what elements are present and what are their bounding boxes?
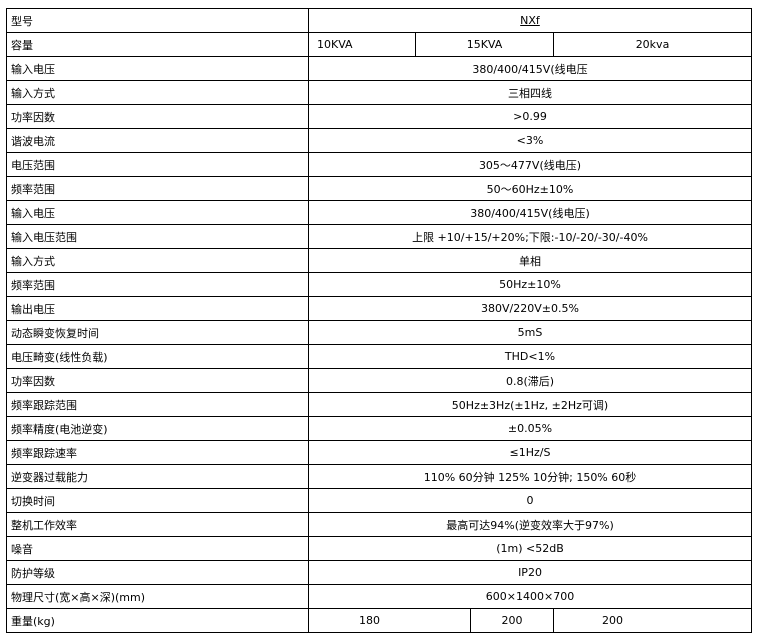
spec-value: 5mS xyxy=(308,320,752,345)
spec-label: 频率跟踪速率 xyxy=(6,440,309,465)
table-row: 功率因数 >0.99 xyxy=(6,104,752,129)
spec-label: 谐波电流 xyxy=(6,128,309,153)
spec-value: IP20 xyxy=(308,560,752,585)
spec-value: 50～60Hz±10% xyxy=(308,176,752,201)
spec-value: >0.99 xyxy=(308,104,752,129)
spec-label: 防护等级 xyxy=(6,560,309,585)
spec-label: 功率因数 xyxy=(6,368,309,393)
table-row: 频率精度(电池逆变) ±0.05% xyxy=(6,416,752,441)
spec-label: 输入方式 xyxy=(6,248,309,273)
spec-value: 上限 +10/+15/+20%;下限:-10/-20/-30/-40% xyxy=(308,224,752,249)
table-row: 谐波电流 <3% xyxy=(6,128,752,153)
table-row: 频率范围 50Hz±10% xyxy=(6,272,752,297)
spec-label: 频率跟踪范围 xyxy=(6,392,309,417)
spec-value: 15KVA xyxy=(415,32,554,57)
table-row: 输入电压 380/400/415V(线电压) xyxy=(6,200,752,225)
spec-value: 50Hz±10% xyxy=(308,272,752,297)
spec-value: 0.8(滞后) xyxy=(308,368,752,393)
spec-value: 最高可达94%(逆变效率大于97%) xyxy=(308,512,752,537)
spec-label: 型号 xyxy=(6,8,309,33)
table-row: 防护等级 IP20 xyxy=(6,560,752,585)
table-row: 整机工作效率 最高可达94%(逆变效率大于97%) xyxy=(6,512,752,537)
spec-value: 380/400/415V(线电压 xyxy=(308,56,752,81)
table-row: 频率跟踪范围 50Hz±3Hz(±1Hz, ±2Hz可调) xyxy=(6,392,752,417)
table-row: 容量 10KVA 15KVA 20kva xyxy=(6,32,752,57)
table-row: 输出电压 380V/220V±0.5% xyxy=(6,296,752,321)
table-row: 物理尺寸(宽×高×深)(mm) 600×1400×700 xyxy=(6,584,752,609)
spec-label: 功率因数 xyxy=(6,104,309,129)
spec-label: 电压范围 xyxy=(6,152,309,177)
spec-label: 噪音 xyxy=(6,536,309,561)
table-row: 输入方式 三相四线 xyxy=(6,80,752,105)
spec-value: 200 xyxy=(553,608,752,633)
spec-value: 600×1400×700 xyxy=(308,584,752,609)
spec-value: 180 xyxy=(308,608,471,633)
table-row: 电压畸变(线性负载) THD<1% xyxy=(6,344,752,369)
table-row: 输入电压范围 上限 +10/+15/+20%;下限:-10/-20/-30/-40… xyxy=(6,224,752,249)
table-row: 动态瞬变恢复时间 5mS xyxy=(6,320,752,345)
table-row: 频率范围 50～60Hz±10% xyxy=(6,176,752,201)
spec-label: 整机工作效率 xyxy=(6,512,309,537)
spec-value: 20kva xyxy=(553,32,752,57)
table-row: 逆变器过载能力 110% 60分钟 125% 10分钟; 150% 60秒 xyxy=(6,464,752,489)
spec-label: 电压畸变(线性负载) xyxy=(6,344,309,369)
spec-label: 输入方式 xyxy=(6,80,309,105)
table-row: 电压范围 305～477V(线电压) xyxy=(6,152,752,177)
spec-value: 10KVA xyxy=(308,32,416,57)
table-row: 功率因数 0.8(滞后) xyxy=(6,368,752,393)
spec-label: 动态瞬变恢复时间 xyxy=(6,320,309,345)
spec-value: 380/400/415V(线电压) xyxy=(308,200,752,225)
spec-value: 三相四线 xyxy=(308,80,752,105)
table-row: 输入方式 单相 xyxy=(6,248,752,273)
table-row: 切换时间 0 xyxy=(6,488,752,513)
table-row: 型号 NXf xyxy=(6,8,752,33)
spec-value: 305～477V(线电压) xyxy=(308,152,752,177)
spec-label: 重量(kg) xyxy=(6,608,309,633)
spec-label: 物理尺寸(宽×高×深)(mm) xyxy=(6,584,309,609)
spec-value: 110% 60分钟 125% 10分钟; 150% 60秒 xyxy=(308,464,752,489)
spec-value: NXf xyxy=(308,8,752,33)
spec-label: 输出电压 xyxy=(6,296,309,321)
spec-value: 50Hz±3Hz(±1Hz, ±2Hz可调) xyxy=(308,392,752,417)
spec-label: 输入电压 xyxy=(6,56,309,81)
spec-label: 输入电压 xyxy=(6,200,309,225)
spec-value: 0 xyxy=(308,488,752,513)
spec-table: 型号 NXf 容量 10KVA 15KVA 20kva 输入电压 380/400/415V(线… xyxy=(6,8,752,633)
model-link[interactable]: NXf xyxy=(520,14,540,27)
table-row: 输入电压 380/400/415V(线电压 xyxy=(6,56,752,81)
spec-value: 单相 xyxy=(308,248,752,273)
spec-label: 频率范围 xyxy=(6,272,309,297)
spec-label: 容量 xyxy=(6,32,309,57)
spec-label: 输入电压范围 xyxy=(6,224,309,249)
spec-value: <3% xyxy=(308,128,752,153)
spec-label: 切换时间 xyxy=(6,488,309,513)
table-row: 噪音 (1m) <52dB xyxy=(6,536,752,561)
spec-value: 200 xyxy=(470,608,554,633)
spec-value: (1m) <52dB xyxy=(308,536,752,561)
spec-value: ±0.05% xyxy=(308,416,752,441)
table-row: 频率跟踪速率 ≤1Hz/S xyxy=(6,440,752,465)
spec-label: 频率精度(电池逆变) xyxy=(6,416,309,441)
spec-value: THD<1% xyxy=(308,344,752,369)
table-row: 重量(kg) 180 200 200 xyxy=(6,608,752,633)
spec-label: 频率范围 xyxy=(6,176,309,201)
spec-label: 逆变器过载能力 xyxy=(6,464,309,489)
spec-value: 380V/220V±0.5% xyxy=(308,296,752,321)
spec-value: ≤1Hz/S xyxy=(308,440,752,465)
